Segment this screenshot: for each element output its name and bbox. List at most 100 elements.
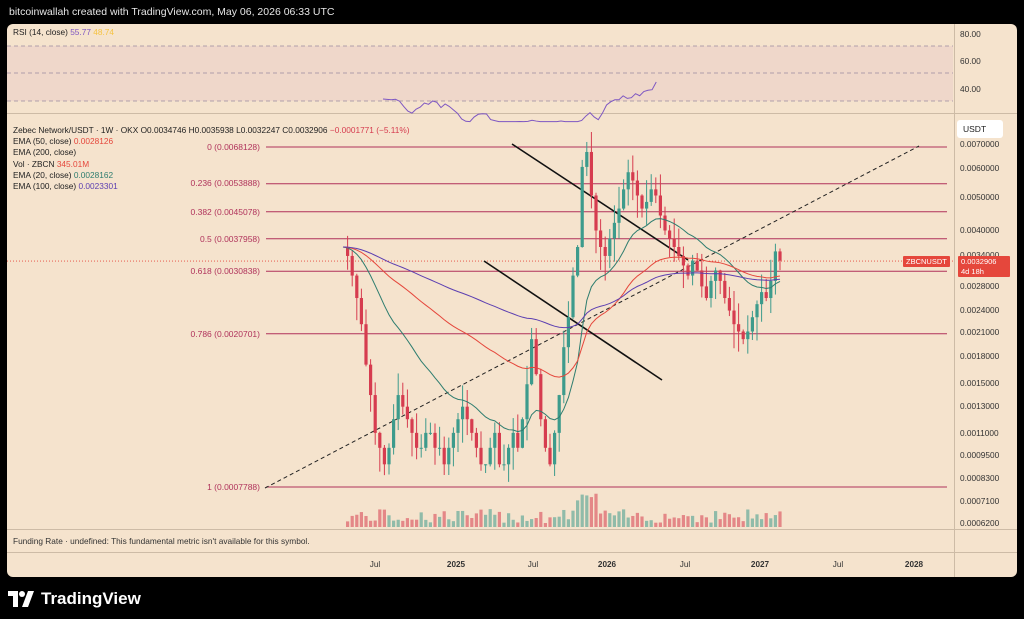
currency-selector[interactable]: USDT <box>957 120 1003 138</box>
volume-bar <box>709 522 713 527</box>
candle-body <box>428 432 432 434</box>
volume-bar <box>654 522 658 527</box>
candle-body <box>585 151 589 167</box>
candle-body <box>599 230 603 247</box>
volume-bar <box>663 513 667 527</box>
candle-body <box>746 331 750 340</box>
price-tick: 0.0050000 <box>960 192 1000 202</box>
candle-body <box>640 195 644 209</box>
price-tick: 0.0018000 <box>960 351 1000 361</box>
volume-bar <box>773 515 777 527</box>
chart-canvas[interactable] <box>7 24 1017 577</box>
volume-bar <box>631 515 635 527</box>
candle-body <box>447 447 451 465</box>
volume-bar <box>737 517 741 527</box>
candle-body <box>470 419 474 433</box>
volume-bar <box>497 511 501 527</box>
candle-body <box>410 419 414 433</box>
volume-bar <box>727 514 731 527</box>
volume-bar <box>350 515 354 527</box>
candle-body <box>493 432 497 448</box>
time-label: 2025 <box>446 560 466 569</box>
candle-body <box>773 251 777 281</box>
volume-bar <box>681 515 685 527</box>
ema50-line <box>342 246 781 378</box>
candle-body <box>442 447 446 465</box>
candle-body <box>507 447 511 465</box>
price-tick: 0.0013000 <box>960 401 1000 411</box>
candle-body <box>415 432 419 448</box>
price-tick: 0.0011000 <box>960 428 999 438</box>
candle-body <box>525 384 529 420</box>
volume-bar <box>373 520 377 527</box>
volume-bar <box>355 514 359 527</box>
time-label: Jul <box>679 560 691 569</box>
fib-label-05: 0.5 (0.0037958) <box>199 234 260 244</box>
volume-bar <box>686 516 690 527</box>
candle-body <box>387 447 391 465</box>
last-price-badge: 0.0032906 4d 18h <box>958 256 1010 277</box>
main-legend: Zebec Network/USDT · 1W · OKX O0.0034746… <box>13 125 410 192</box>
chart-frame[interactable]: RSI (14, close) 55.77 48.74 Zebec Networ… <box>7 24 1017 577</box>
rsi-label[interactable]: RSI (14, close) <box>13 27 68 37</box>
candle-body <box>392 419 396 448</box>
indicator-ema50[interactable]: EMA (50, close) 0.0028126 <box>13 136 114 147</box>
candle-body <box>580 166 584 247</box>
symbol-ohlc-row[interactable]: Zebec Network/USDT · 1W · OKX O0.0034746… <box>13 125 410 135</box>
candle-body <box>346 246 350 256</box>
candle-body <box>645 201 649 209</box>
volume-bar <box>732 517 736 527</box>
indicator-ema20[interactable]: EMA (20, close) 0.0028162 <box>13 169 114 180</box>
candle-body <box>677 246 681 256</box>
price-tick: 0.0009500 <box>960 450 1000 460</box>
price-tick: 0.0060000 <box>960 163 1000 173</box>
candle-body <box>396 395 400 420</box>
volume-bar <box>474 513 478 527</box>
fib-label-0382: 0.382 (0.0045078) <box>190 207 260 217</box>
indicator-ema100[interactable]: EMA (100, close) 0.0023301 <box>13 180 118 191</box>
tradingview-logo-icon <box>8 591 34 607</box>
volume-bar <box>438 516 442 527</box>
candle-body <box>539 374 543 420</box>
candle-body <box>723 280 727 299</box>
volume-bar <box>668 518 672 527</box>
candle-body <box>576 246 580 276</box>
candle-body <box>378 432 382 448</box>
rsi-line <box>382 81 657 123</box>
rsi-tick-60: 60.00 <box>960 56 981 66</box>
price-axis-separator <box>954 24 955 577</box>
candle-body <box>714 270 718 281</box>
rsi-pane-separator[interactable] <box>7 113 1017 114</box>
volume-bar <box>525 520 529 527</box>
volume-bar <box>750 518 754 527</box>
volume-bar <box>746 509 750 527</box>
candle-body <box>737 324 741 332</box>
candle-body <box>557 395 561 433</box>
candle-body <box>691 260 695 276</box>
volume-bar <box>530 519 534 527</box>
indicator-ema200[interactable]: EMA (200, close) <box>13 147 77 158</box>
rsi-value: 55.77 <box>70 27 91 37</box>
volume-bar <box>516 522 520 527</box>
volume-bar <box>424 519 428 527</box>
funding-pane-separator[interactable] <box>7 529 1017 530</box>
volume-bar <box>428 522 432 527</box>
candle-body <box>672 238 676 247</box>
price-tick: 0.0008300 <box>960 473 1000 483</box>
volume-bar <box>493 514 497 527</box>
indicator-volume[interactable]: Vol · ZBCN 345.01M <box>13 158 90 169</box>
volume-bar <box>691 515 695 527</box>
tradingview-logo[interactable]: TradingView <box>8 588 141 610</box>
candle-body <box>419 447 423 449</box>
candle-body <box>364 324 368 365</box>
candle-body <box>461 406 465 420</box>
candle-body <box>755 304 759 318</box>
candle-body <box>497 432 501 465</box>
volume-bar <box>346 521 350 527</box>
time-axis-separator <box>7 552 1017 553</box>
time-label: Jul <box>832 560 844 569</box>
volume-bar <box>433 513 437 527</box>
candle-body <box>686 265 690 276</box>
volume-bar <box>695 522 699 527</box>
top-credit-bar: bitcoinwallah created with TradingView.c… <box>0 0 1024 24</box>
